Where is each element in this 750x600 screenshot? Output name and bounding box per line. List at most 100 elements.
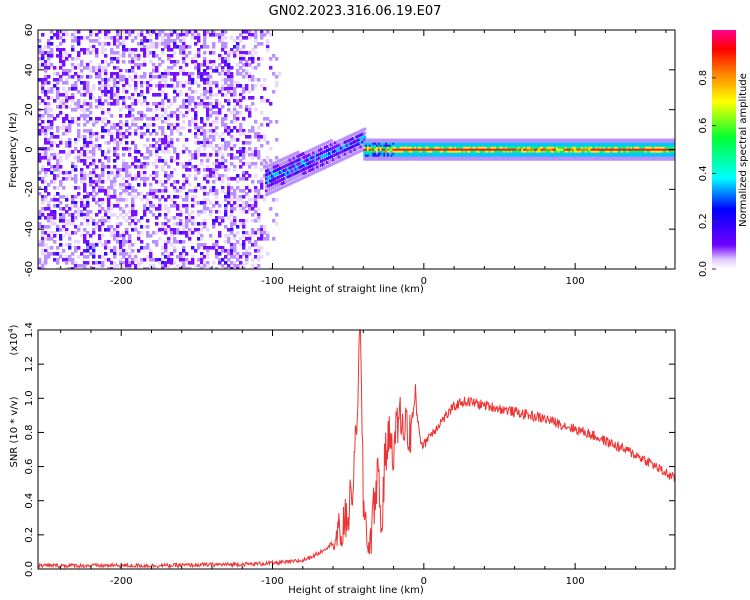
heatmap-cell	[452, 156, 456, 159]
heatmap-cell	[215, 249, 219, 253]
heatmap-cell	[113, 102, 117, 106]
heatmap-cell	[230, 36, 234, 40]
heatmap-cell	[236, 84, 240, 88]
heatmap-cell	[92, 144, 96, 148]
heatmap-cell	[584, 156, 588, 159]
heatmap-cell	[497, 150, 501, 153]
heatmap-cell	[488, 154, 492, 157]
heatmap-cell	[149, 210, 153, 214]
heatmap-cell	[477, 156, 481, 159]
heatmap-cell	[227, 252, 231, 256]
heatmap-cell	[146, 150, 150, 154]
heatmap-cell	[559, 148, 563, 151]
heatmap-cell	[110, 132, 114, 136]
heatmap-cell	[50, 144, 54, 148]
heatmap-cell	[119, 141, 123, 145]
heatmap-cell	[239, 33, 243, 37]
heatmap-cell	[269, 102, 273, 106]
heatmap-cell	[242, 231, 246, 235]
heatmap-cell	[579, 150, 583, 153]
heatmap-cell	[44, 63, 48, 67]
heatmap-cell	[194, 141, 198, 145]
heatmap-cell	[452, 148, 456, 151]
heatmap-cell	[188, 237, 192, 241]
heatmap-cell	[284, 160, 288, 164]
heatmap-cell	[95, 117, 99, 121]
heatmap-cell	[59, 159, 63, 163]
heatmap-cell	[399, 156, 403, 159]
heatmap-cell	[50, 216, 54, 220]
heatmap-cell	[488, 148, 492, 151]
heatmap-cell	[173, 222, 177, 226]
heatmap-cell	[197, 231, 201, 235]
heatmap-cell	[610, 148, 614, 151]
heatmap-cell	[524, 146, 528, 149]
heatmap-cell	[254, 231, 258, 235]
heatmap-cell	[408, 138, 412, 141]
heatmap-cell	[212, 120, 216, 124]
heatmap-cell	[215, 120, 219, 124]
heatmap-cell	[410, 144, 414, 147]
heatmap-cell	[38, 132, 42, 136]
heatmap-cell	[98, 219, 102, 223]
heatmap-cell	[86, 141, 90, 145]
heatmap-cell	[209, 186, 213, 190]
heatmap-cell	[245, 30, 249, 34]
heatmap-cell	[333, 149, 337, 153]
heatmap-cell	[421, 150, 425, 153]
heatmap-cell	[83, 189, 87, 193]
heatmap-cell	[92, 156, 96, 160]
heatmap-cell	[564, 154, 568, 157]
heatmap-cell	[146, 30, 150, 34]
heatmap-cell	[619, 152, 623, 155]
heatmap-cell	[47, 219, 51, 223]
heatmap-cell	[68, 237, 72, 241]
heatmap-cell	[557, 156, 561, 159]
heatmap-cell	[98, 228, 102, 232]
heatmap-cell	[533, 154, 537, 157]
heatmap-cell	[325, 164, 329, 168]
heatmap-cell	[593, 156, 597, 159]
heatmap-cell	[242, 189, 246, 193]
heatmap-cell	[173, 189, 177, 193]
heatmap-cell	[188, 159, 192, 163]
heatmap-cell	[652, 156, 656, 159]
heatmap-cell	[564, 146, 568, 149]
heatmap-cell	[215, 150, 219, 154]
heatmap-cell	[401, 146, 405, 149]
heatmap-cell	[353, 132, 357, 136]
heatmap-cell	[125, 183, 129, 187]
heatmap-cell	[134, 267, 138, 269]
heatmap-cell	[146, 207, 150, 211]
heatmap-cell	[215, 255, 219, 259]
heatmap-cell	[209, 213, 213, 217]
heatmap-cell	[586, 150, 590, 153]
heatmap-cell	[116, 237, 120, 241]
heatmap-cell	[266, 252, 270, 256]
heatmap-cell	[294, 163, 298, 167]
heatmap-cell	[304, 167, 308, 171]
heatmap-cell	[134, 255, 138, 259]
heatmap-cell	[537, 142, 541, 145]
heatmap-cell	[128, 147, 132, 151]
heatmap-cell	[604, 154, 608, 157]
heatmap-cell	[628, 138, 632, 141]
heatmap-cell	[403, 150, 407, 153]
heatmap-cell	[71, 222, 75, 226]
heatmap-cell	[439, 150, 443, 153]
heatmap-cell	[426, 150, 430, 153]
heatmap-cell	[394, 148, 398, 151]
heatmap-cell	[188, 123, 192, 127]
heatmap-cell	[185, 204, 189, 208]
heatmap-cell	[182, 39, 186, 43]
heatmap-cell	[653, 146, 657, 149]
heatmap-cell	[501, 156, 505, 159]
heatmap-cell	[641, 150, 645, 153]
heatmap-cell	[182, 114, 186, 118]
heatmap-cell	[176, 84, 180, 88]
heatmap-cell	[441, 156, 445, 159]
heatmap-cell	[548, 142, 552, 145]
heatmap-cell	[86, 129, 90, 133]
heatmap-cell	[353, 144, 357, 148]
heatmap-cell	[268, 167, 272, 171]
